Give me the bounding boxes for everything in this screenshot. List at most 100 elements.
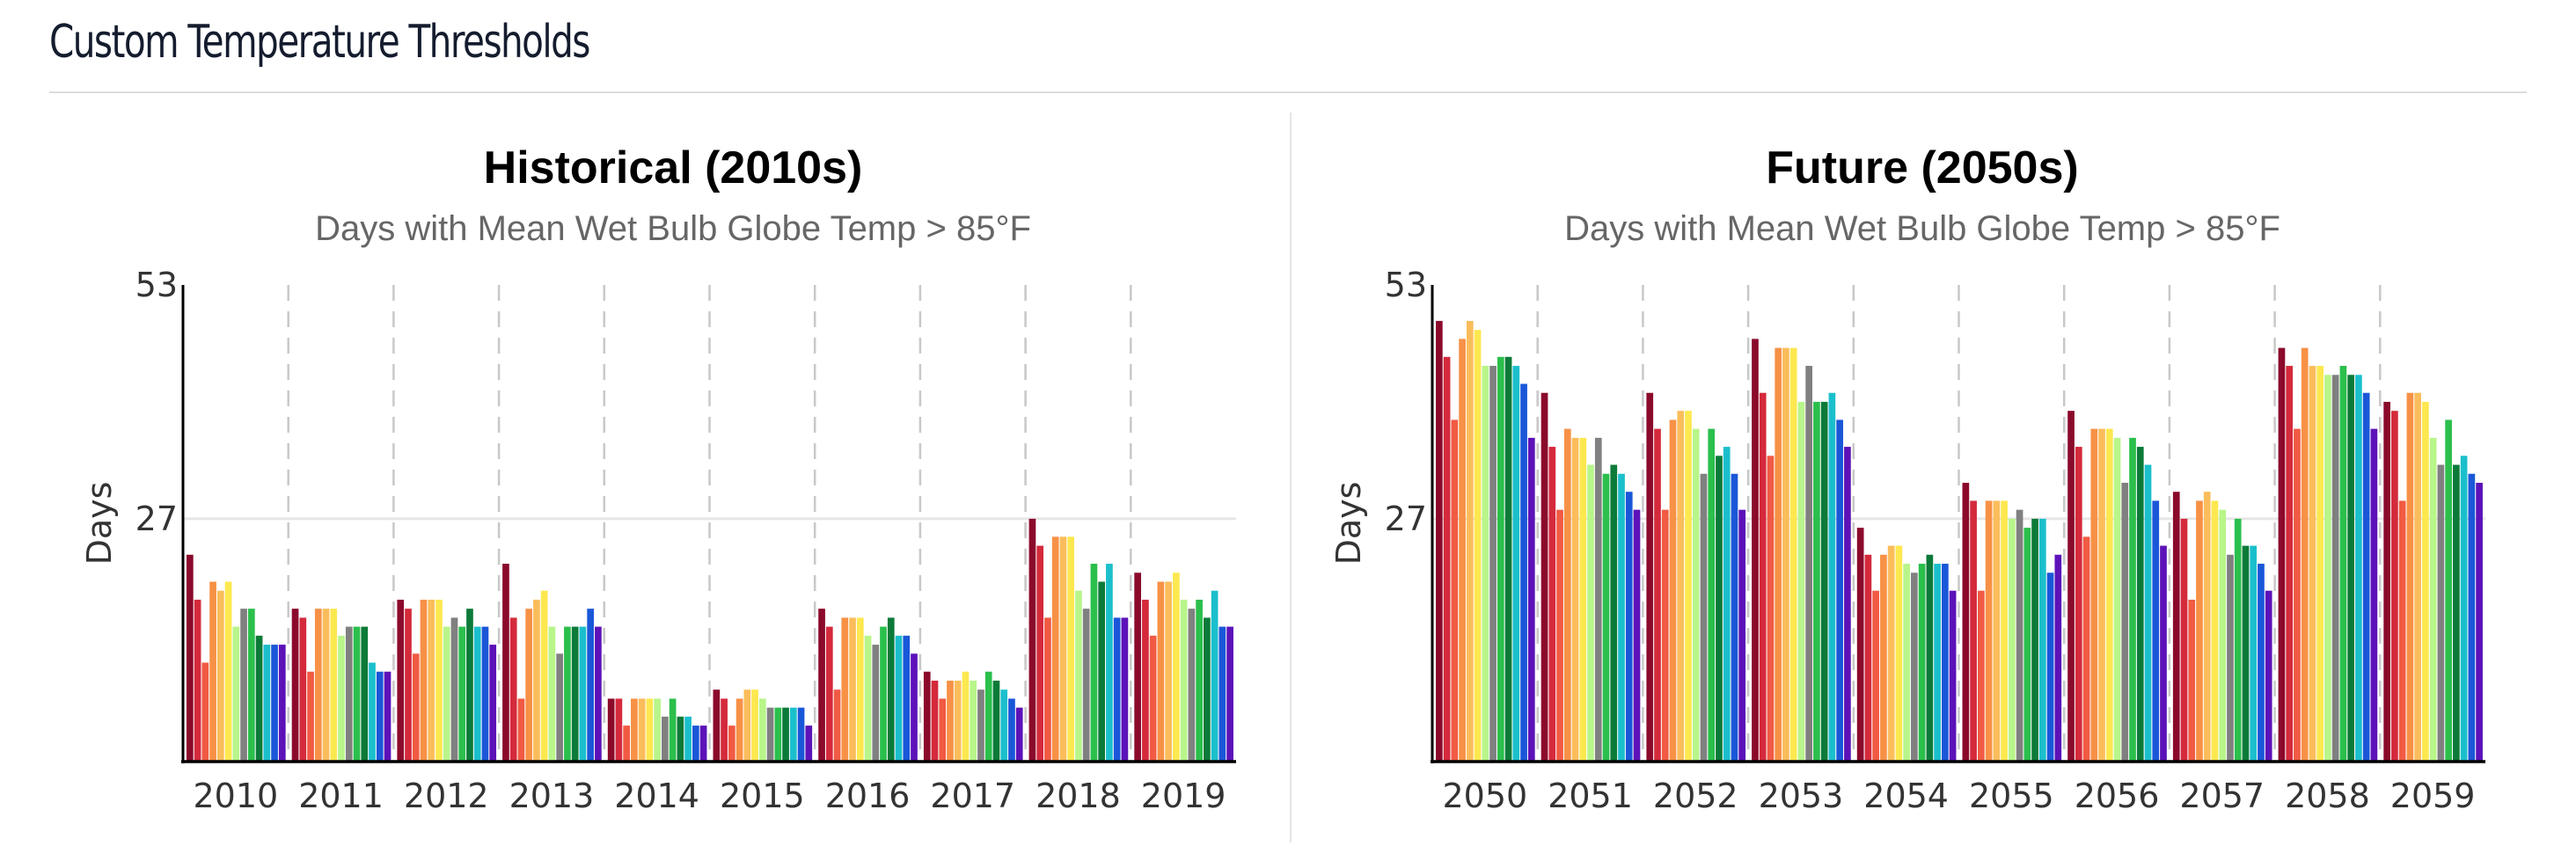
bar (743, 689, 751, 762)
bar (2429, 437, 2437, 762)
bar (1196, 599, 1203, 762)
bar (2437, 464, 2445, 762)
bar (1700, 473, 1708, 762)
bar (1949, 590, 1957, 762)
bar (2476, 482, 2483, 762)
bar (2309, 366, 2316, 762)
bar (1075, 590, 1082, 762)
bar (307, 671, 314, 762)
bar (1059, 536, 1067, 762)
bar (1008, 698, 1015, 762)
bar (677, 716, 684, 762)
bar (1474, 330, 1482, 762)
bar (1157, 581, 1165, 762)
bar (1497, 356, 1504, 762)
bar (2422, 401, 2429, 762)
bar (1098, 581, 1106, 762)
bar (1067, 536, 1075, 762)
bar (247, 609, 255, 762)
bar (1805, 366, 1813, 762)
bar (556, 653, 564, 762)
bar (1977, 590, 1985, 762)
bar (1051, 536, 1059, 762)
chart-title: Future (2050s) (1766, 142, 2078, 193)
bar (970, 680, 977, 762)
bar (1895, 545, 1903, 762)
bar (1540, 392, 1548, 762)
bar (1654, 428, 1661, 762)
bar (1864, 554, 1872, 762)
bar (405, 609, 412, 762)
bar (1618, 473, 1625, 762)
bar (489, 645, 497, 762)
bar (2414, 392, 2421, 762)
bar (1512, 366, 1520, 762)
x-tick-label: 2051 (1548, 777, 1633, 815)
bar (1669, 419, 1677, 762)
bar (2250, 545, 2258, 762)
bar (2211, 500, 2219, 762)
bar (2090, 428, 2098, 762)
bar (2234, 518, 2242, 762)
bar (1459, 339, 1466, 762)
bar (805, 726, 813, 762)
bar (435, 599, 443, 762)
bar (1685, 411, 1692, 762)
bar (2188, 599, 2196, 762)
bar (623, 726, 630, 762)
bar (2196, 500, 2203, 762)
future-chart: Future (2050s) Days with Mean Wet Bulb G… (1329, 132, 2516, 835)
bar (509, 617, 517, 762)
plot-area: 2010 2011 2012 2013 2014 2015 2016 2017 2018 2019… (135, 266, 1236, 815)
bar (841, 617, 849, 762)
bar (1775, 347, 1782, 762)
bar (1856, 528, 1864, 762)
bar (1090, 564, 1098, 762)
title-divider (49, 91, 2527, 93)
bar (735, 698, 743, 762)
bar (1571, 437, 1579, 762)
bar (1015, 707, 1023, 762)
bar (2265, 590, 2272, 762)
bar (1738, 509, 1746, 762)
bar (895, 635, 903, 762)
bar (638, 698, 646, 762)
x-tick-label: 2010 (193, 777, 278, 815)
bar (864, 635, 872, 762)
x-tick-label: 2054 (1863, 777, 1949, 815)
bar (2331, 375, 2339, 762)
bar (1880, 554, 1887, 762)
y-tick-label: 27 (1385, 500, 1427, 538)
bar (1436, 320, 1443, 762)
bar (1000, 689, 1008, 762)
x-tick-label: 2059 (2390, 777, 2476, 815)
bar (466, 609, 473, 762)
bar (1962, 482, 1970, 762)
bar (669, 698, 677, 762)
bar (1489, 366, 1497, 762)
bar (2105, 428, 2113, 762)
bar (782, 707, 789, 762)
bar (384, 671, 392, 762)
bar (1836, 419, 1844, 762)
bar (587, 609, 595, 762)
bar (450, 617, 458, 762)
y-tick-label: 27 (135, 500, 178, 538)
bar (849, 617, 856, 762)
bar (2121, 482, 2129, 762)
x-tick-label: 2015 (720, 777, 805, 815)
x-tick-label: 2058 (2285, 777, 2370, 815)
bar (931, 680, 939, 762)
bar (187, 554, 194, 762)
bar (2008, 518, 2016, 762)
bar (2301, 347, 2309, 762)
bar (887, 617, 895, 762)
bar (2460, 456, 2468, 762)
bar (833, 689, 841, 762)
bar (2031, 518, 2038, 762)
chart-subtitle: Days with Mean Wet Bulb Globe Temp > 85°… (315, 209, 1031, 248)
bar (646, 698, 654, 762)
bar (224, 581, 232, 762)
bar (2001, 500, 2008, 762)
bar (240, 609, 247, 762)
